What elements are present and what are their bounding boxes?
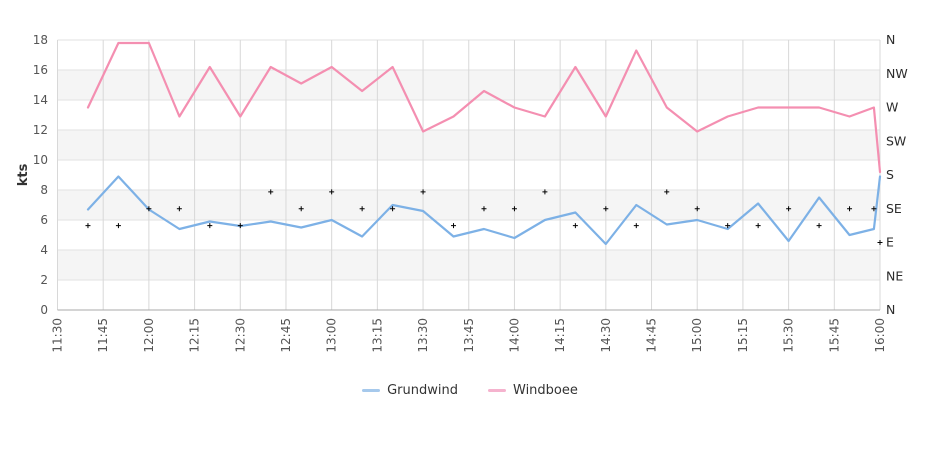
direction-marker xyxy=(871,206,877,212)
x-tick-label: 11:30 xyxy=(51,318,65,353)
direction-marker xyxy=(420,189,426,195)
direction-marker xyxy=(237,223,243,229)
legend-item-windboee[interactable]: Windboee xyxy=(488,383,578,398)
plot-area: 11:30 11:45 12:00 12:15 12:30 12:45 13:00 13:15… xyxy=(16,32,908,353)
direction-marker xyxy=(786,206,792,212)
x-tick-label: 14:15 xyxy=(553,318,567,353)
right-axis-label: N xyxy=(886,32,895,47)
x-tick-label: 14:30 xyxy=(599,318,613,353)
direction-marker xyxy=(572,223,578,229)
direction-marker xyxy=(329,189,335,195)
direction-marker xyxy=(877,240,883,245)
y-tick-label: 16 xyxy=(33,63,48,77)
y-tick-label: 10 xyxy=(33,153,48,167)
direction-marker xyxy=(755,223,761,229)
right-axis-label: SE xyxy=(886,201,902,216)
direction-marker xyxy=(816,223,822,229)
y-tick-label: 2 xyxy=(40,273,48,287)
x-tick-label: 15:00 xyxy=(690,318,704,353)
right-axis-label: W xyxy=(886,100,898,115)
legend-label-grundwind: Grundwind xyxy=(387,383,458,398)
chart-legend: Grundwind Windboee xyxy=(0,383,940,398)
grundwind-swatch-icon xyxy=(362,389,381,392)
x-tick-label: 12:30 xyxy=(233,318,247,353)
right-axis-label: SW xyxy=(886,133,906,148)
right-axis-label: N xyxy=(886,302,895,317)
direction-marker xyxy=(146,206,152,212)
x-tick-label: 13:15 xyxy=(370,318,384,353)
direction-marker xyxy=(359,206,365,212)
y-axis-title: kts xyxy=(16,163,31,186)
right-axis-label: S xyxy=(886,167,894,182)
direction-marker xyxy=(694,206,700,212)
direction-marker xyxy=(847,206,853,212)
y-tick-label: 6 xyxy=(40,213,48,227)
right-axis-label: NE xyxy=(886,268,903,283)
y-tick-label: 4 xyxy=(40,243,48,257)
x-tick-label: 15:45 xyxy=(827,318,841,353)
legend-item-grundwind[interactable]: Grundwind xyxy=(362,383,458,398)
y-tick-label: 12 xyxy=(33,123,48,137)
right-axis-label: NW xyxy=(886,66,908,81)
direction-marker xyxy=(603,206,609,212)
direction-marker xyxy=(390,206,396,212)
x-tick-label: 13:30 xyxy=(416,318,430,353)
direction-marker xyxy=(633,223,639,229)
windboee-swatch-icon xyxy=(488,389,506,392)
windboee-line xyxy=(86,41,882,174)
x-tick-label: 15:30 xyxy=(782,318,796,353)
direction-marker xyxy=(481,206,487,212)
direction-marker xyxy=(664,189,670,195)
direction-marker xyxy=(176,206,182,212)
direction-marker xyxy=(85,223,91,229)
y-tick-label: 8 xyxy=(40,183,48,197)
x-tick-label: 12:00 xyxy=(142,318,156,353)
direction-marker xyxy=(207,223,213,229)
direction-marker xyxy=(298,206,304,212)
y-tick-label: 0 xyxy=(40,303,48,317)
x-tick-label: 14:00 xyxy=(507,318,521,353)
y-tick-label: 14 xyxy=(33,93,48,107)
x-tick-label: 13:45 xyxy=(462,318,476,353)
x-tick-label: 15:15 xyxy=(736,318,750,353)
y-tick-label: 18 xyxy=(33,33,48,47)
right-axis-label: E xyxy=(886,235,894,250)
x-tick-label: 12:45 xyxy=(279,318,293,353)
direction-marker xyxy=(268,189,274,195)
x-tick-label: 16:00 xyxy=(873,318,887,353)
grundwind-line xyxy=(86,175,882,246)
direction-marker xyxy=(511,206,517,212)
legend-label-windboee: Windboee xyxy=(513,383,578,398)
direction-marker xyxy=(725,223,731,229)
x-tick-label: 13:00 xyxy=(325,318,339,353)
direction-marker xyxy=(542,189,548,195)
direction-marker xyxy=(115,223,121,229)
x-tick-label: 14:45 xyxy=(645,318,659,353)
x-tick-label: 11:45 xyxy=(96,318,110,353)
direction-marker xyxy=(451,223,457,229)
x-tick-label: 12:15 xyxy=(188,318,202,353)
